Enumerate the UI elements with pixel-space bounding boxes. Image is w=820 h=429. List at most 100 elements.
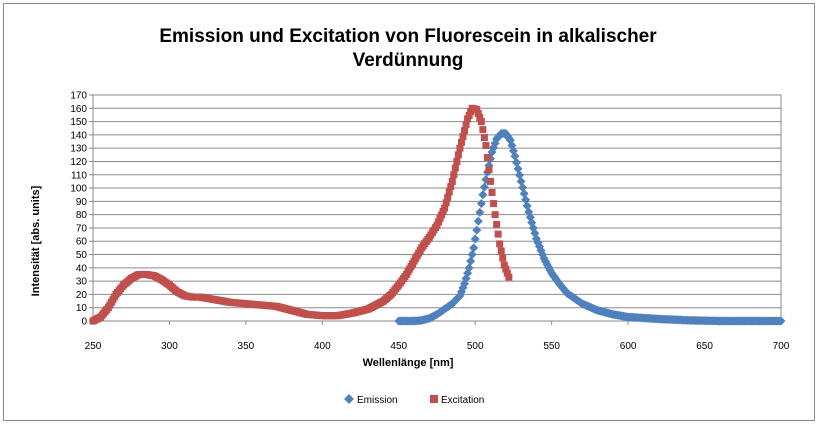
legend: Emission Excitation [344,394,484,406]
excitation-point [457,138,465,146]
excitation-point [448,177,456,185]
y-axis-title: Intensität [abs. units] [30,185,42,296]
x-tick-label: 500 [467,341,484,352]
excitation-point [487,177,495,185]
y-tick-label: 30 [76,277,88,288]
y-tick-label: 90 [76,197,88,208]
excitation-point [454,151,462,159]
y-tick-label: 70 [76,223,88,234]
chart-frame: Emission und Excitation von Fluorescein … [3,3,815,421]
plot-area [92,94,782,322]
emission-point [478,190,488,200]
legend-excitation-marker [430,395,438,403]
x-axis-ticks: 250 300 350 400 450 500 550 600 650 700 [85,321,790,352]
emission-point [466,256,476,266]
emission-point [472,225,482,235]
excitation-point [502,265,510,273]
excitation-point [491,211,499,219]
x-tick-label: 450 [390,341,407,352]
y-tick-label: 40 [76,263,88,274]
excitation-point [497,247,505,255]
emission-point [518,183,528,193]
legend-emission-label: Emission [357,395,398,406]
excitation-point [447,183,455,191]
y-axis-ticks: 0 10 20 30 40 50 60 70 80 90 100 110 120 130 140 150 160… [70,91,93,328]
excitation-point [490,200,498,208]
excitation-point [503,269,511,277]
x-tick-label: 700 [773,341,790,352]
series-excitation [89,104,513,325]
emission-point [469,243,479,253]
y-tick-label: 150 [70,117,87,128]
excitation-point [459,132,467,140]
y-tick-label: 20 [76,290,88,301]
chart-title-line-2: Verdünnung [353,50,464,71]
excitation-point [442,199,450,207]
excitation-point [480,134,488,142]
x-axis-title: Wellenlänge [nm] [363,357,454,369]
excitation-point [450,171,458,179]
excitation-point [483,153,491,161]
emission-point [776,316,786,326]
excitation-point [444,193,452,201]
x-tick-label: 300 [161,341,178,352]
emission-point [521,195,531,205]
data-series [89,104,786,326]
emission-point [467,250,477,260]
chart-title-line-1: Emission und Excitation von Fluorescein … [159,26,657,47]
excitation-point [453,157,461,165]
emission-point [475,207,485,217]
y-tick-label: 130 [70,144,87,155]
excitation-point [441,204,449,212]
emission-point [473,216,483,226]
emission-point [470,234,480,244]
series-emission [394,129,786,326]
excitation-point [476,114,484,122]
y-tick-label: 140 [70,130,87,141]
y-tick-label: 170 [70,91,87,102]
emission-point [464,263,474,273]
y-tick-label: 80 [76,210,88,221]
legend-emission-marker [344,394,354,404]
excitation-point [488,188,496,196]
excitation-point [479,126,487,134]
emission-point [512,157,522,167]
emission-point [513,164,523,174]
x-tick-label: 250 [85,341,102,352]
excitation-point [464,115,472,123]
excitation-point [462,121,470,129]
emission-point [516,176,526,186]
emission-point [510,151,520,161]
emission-point [479,182,489,192]
y-tick-label: 160 [70,104,87,115]
x-tick-label: 550 [543,341,560,352]
y-tick-label: 110 [71,170,87,181]
x-tick-label: 650 [696,341,713,352]
x-tick-label: 350 [238,341,255,352]
excitation-point [473,106,481,114]
y-tick-label: 10 [76,303,88,314]
y-tick-label: 120 [70,157,87,168]
excitation-point [465,111,473,119]
excitation-point [461,127,469,135]
legend-excitation-label: Excitation [441,395,484,406]
excitation-point [505,273,513,281]
excitation-point [451,164,459,172]
emission-point [476,199,486,209]
excitation-point [445,188,453,196]
x-tick-label: 400 [314,341,331,352]
emission-point [515,170,525,180]
y-tick-label: 50 [76,250,88,261]
y-tick-label: 0 [81,317,87,328]
excitation-point [474,110,482,118]
y-tick-label: 100 [70,184,87,195]
excitation-point [500,261,508,269]
excitation-point [499,254,507,262]
x-tick-label: 600 [620,341,637,352]
excitation-point [482,142,490,150]
chart: Emission und Excitation von Fluorescein … [30,26,790,406]
emission-point [522,201,532,211]
excitation-point [485,165,493,173]
emission-point [519,189,529,199]
excitation-point [477,118,485,126]
